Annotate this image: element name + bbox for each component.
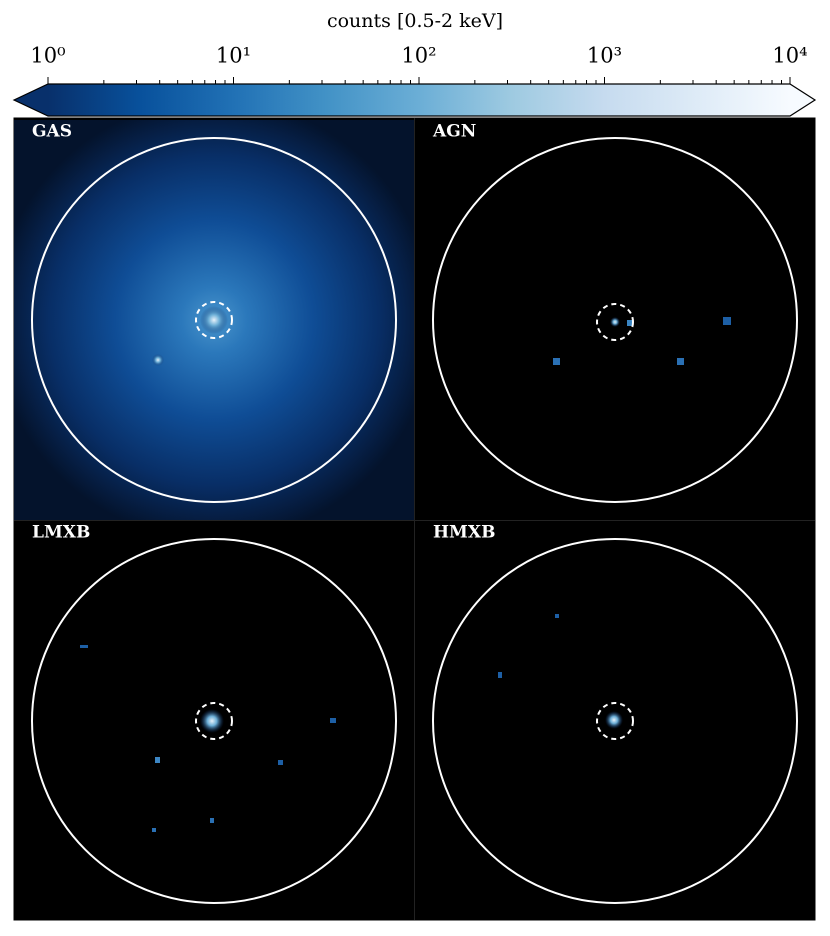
colorbar-extend-high [790, 84, 815, 116]
lmxb-source [330, 718, 336, 723]
hmxb-source [498, 672, 502, 678]
panel-label: GAS [32, 122, 72, 142]
panel-label: LMXB [32, 523, 90, 543]
colorbar-extend-low [14, 84, 48, 116]
agn-source [610, 317, 620, 327]
hmxb-core [605, 711, 623, 729]
lmxb-core [200, 709, 224, 733]
apertures [31, 137, 798, 904]
agn-source [723, 317, 731, 325]
aperture [31, 538, 397, 904]
aperture [432, 538, 798, 904]
tick-label: 10⁰ [30, 44, 65, 68]
agn-source [677, 358, 684, 365]
agn-source [627, 320, 633, 326]
colorbar-body [48, 84, 790, 116]
gas-source [152, 354, 164, 366]
colorbar-label: counts [0.5-2 keV] [327, 10, 503, 32]
tick-label: 10² [401, 44, 436, 68]
panel-label: AGN [432, 122, 476, 142]
gas-core [200, 306, 228, 334]
inner-aperture [195, 702, 233, 740]
panels: GAS AGN LMXB HMXB [13, 117, 816, 921]
colorbar: 10⁰ 10¹ 10² 10³ 10⁴ [12, 44, 817, 117]
lmxb-source [155, 757, 160, 763]
inner-aperture [596, 303, 634, 341]
tick-label: 10¹ [216, 44, 251, 68]
aperture [432, 137, 798, 503]
lmxb-source [210, 818, 214, 823]
lmxb-source [152, 828, 156, 832]
tick-label: 10⁴ [772, 44, 807, 68]
tick-label: 10³ [587, 44, 622, 68]
lmxb-source [278, 760, 283, 765]
inner-aperture [596, 702, 634, 740]
lmxb-source [80, 645, 88, 648]
inner-aperture [195, 301, 233, 339]
agn-source [553, 358, 560, 365]
hmxb-source [555, 614, 559, 618]
aperture [31, 137, 397, 503]
panel-label: HMXB [433, 523, 495, 543]
